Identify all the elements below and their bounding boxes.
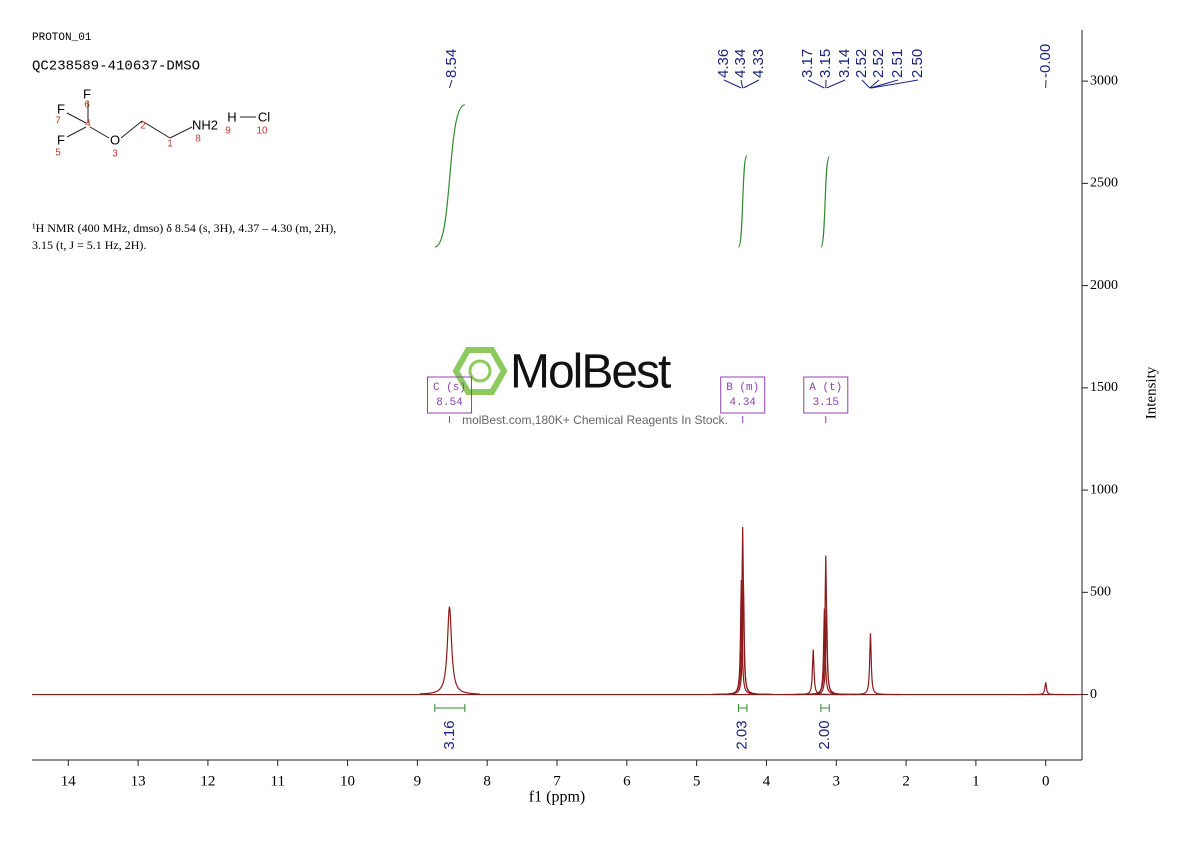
x-tick-label: 3 [833, 773, 841, 789]
peak-label: 2.51 [889, 49, 906, 78]
peak-leader [871, 79, 919, 89]
watermark-tagline: molBest.com,180K+ Chemical Reagents In S… [462, 413, 728, 427]
peak [783, 649, 844, 696]
peak-label: 3.15 [817, 49, 834, 78]
x-tick-label: 13 [131, 773, 146, 789]
atom-symbol: NH2 [192, 117, 218, 132]
atom-symbol: F [57, 132, 65, 147]
atom-number: 1 [167, 139, 173, 150]
peak-label: 3.17 [799, 49, 816, 78]
bonds [66, 101, 256, 139]
atom-symbol: Cl [258, 109, 270, 124]
atom-number: 9 [225, 126, 231, 137]
y-tick-label: 0 [1090, 687, 1097, 702]
x-tick-label: 8 [483, 773, 491, 789]
peak-label: 3.14 [836, 49, 853, 78]
x-tick-label: 11 [271, 773, 285, 789]
integral-curve [737, 155, 748, 248]
y-axis-title: Intensity [1143, 366, 1159, 419]
x-tick-label: 10 [340, 773, 355, 789]
integral-bracket [820, 704, 830, 712]
sample: QC238589-410637-DMSO [32, 59, 200, 75]
watermark-logo [452, 347, 508, 395]
x-tick-label: 14 [61, 773, 77, 789]
atom-symbol: F [83, 86, 91, 101]
peak-leader [743, 79, 760, 89]
y-tick-label: 1500 [1090, 380, 1118, 395]
x-tick-label: 1 [972, 773, 980, 789]
description: 3.15 (t, J = 5.1 Hz, 2H). [32, 238, 146, 252]
peak-label: 2.52 [870, 49, 887, 78]
x-tick-label: 12 [200, 773, 215, 789]
peak-label: 4.34 [732, 49, 749, 78]
atom-number: 8 [195, 134, 201, 145]
multiplet-shift: 4.34 [730, 397, 757, 409]
y-tick-label: 2000 [1090, 278, 1118, 293]
peak-label: 2.52 [853, 49, 870, 78]
peak [840, 633, 901, 696]
peak [419, 606, 480, 695]
multiplet-box [803, 376, 849, 414]
atom-number: 4 [85, 119, 91, 130]
atom-symbol: H [227, 109, 236, 124]
peak [1015, 682, 1076, 696]
multiplet-shift: 3.15 [813, 397, 839, 409]
integral-curve [434, 104, 466, 248]
watermark-brand: MolBest [510, 346, 671, 399]
y-tick-label: 2500 [1090, 176, 1118, 191]
multiplet-box [720, 376, 766, 414]
peak-leader [449, 79, 453, 89]
atom-symbol: F [57, 101, 65, 116]
peak-leader [826, 79, 846, 89]
peak-label: 2.50 [909, 49, 926, 78]
peak [713, 580, 774, 696]
description: ¹H NMR (400 MHz, dmso) δ 8.54 (s, 3H), 4… [32, 221, 336, 235]
x-tick-label: 5 [693, 773, 701, 789]
atom-number: 5 [55, 148, 61, 159]
atom-number: 2 [140, 121, 146, 132]
multiplet-shift: 8.54 [436, 397, 463, 409]
plot: 14 13 12 11 10 9 8 7 6 5 4 3 2 1 005001000150020002500… [32, 30, 1118, 789]
peak-label: -0.00 [1037, 44, 1054, 78]
multiplet-label: B (m) [726, 382, 759, 394]
y-tick-label: 3000 [1090, 73, 1118, 88]
multiplet-label: C (s) [433, 382, 466, 394]
atom-number: 7 [55, 116, 61, 127]
x-axis-title: f1 (ppm) [529, 789, 585, 806]
peak-leader [723, 79, 742, 89]
integral-label: 2.00 [816, 720, 833, 749]
multiplet-label: A (t) [809, 382, 842, 394]
integral-label: 3.16 [441, 720, 458, 749]
x-tick-label: 4 [763, 773, 771, 789]
integral-bracket [434, 704, 466, 712]
peak-leader [861, 79, 871, 89]
x-tick-label: 9 [414, 773, 422, 789]
peak-leader [869, 79, 880, 89]
atom-number: 10 [256, 126, 268, 137]
x-tick-label: 6 [623, 773, 631, 789]
integral-curve [820, 156, 830, 248]
integral-label: 2.03 [734, 720, 751, 749]
atom-number: 6 [84, 100, 90, 111]
peak-leader [870, 79, 899, 89]
y-tick-label: 1000 [1090, 482, 1118, 497]
peak-label: 4.33 [750, 49, 767, 78]
x-tick-label: 0 [1042, 773, 1050, 789]
y-tick-label: 500 [1090, 585, 1111, 600]
experiment: PROTON_01 [32, 32, 92, 44]
atom-number: 3 [112, 149, 118, 160]
multiplet-box [426, 376, 472, 414]
peak-leader [740, 79, 744, 89]
x-tick-label: 7 [553, 773, 561, 789]
peak-label: 8.54 [443, 49, 460, 78]
atom-symbol: O [110, 132, 120, 147]
peak-leader [807, 79, 825, 89]
integral-bracket [738, 704, 748, 712]
peak-label: 4.36 [715, 49, 732, 78]
x-tick-label: 2 [902, 773, 910, 789]
